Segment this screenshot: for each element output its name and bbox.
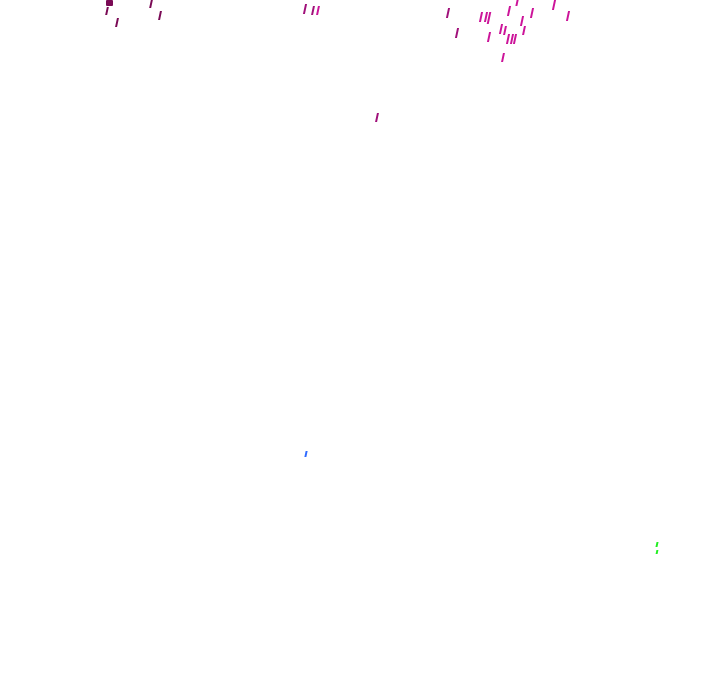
magenta-particle [302, 4, 308, 14]
magenta-particle [454, 28, 460, 38]
magenta-particle [311, 6, 315, 15]
magenta-particle [106, 0, 113, 6]
magenta-particle [506, 6, 512, 16]
magenta-particle [512, 34, 518, 44]
magenta-particle [105, 7, 109, 15]
magenta-particle [445, 8, 451, 18]
magenta-particle [486, 32, 492, 42]
magenta-particle [515, 0, 519, 6]
green-particle [655, 550, 659, 554]
blue-particle [304, 451, 308, 457]
magenta-particle [503, 26, 507, 35]
magenta-particle [478, 12, 484, 22]
magenta-particle [501, 53, 505, 62]
magenta-particle [149, 0, 153, 8]
magenta-particle [522, 26, 526, 35]
magenta-particle [565, 11, 571, 21]
magenta-particle [375, 113, 379, 122]
green-particle [655, 542, 659, 547]
magenta-particle [158, 11, 162, 20]
magenta-particle [529, 8, 535, 18]
magenta-particle [551, 0, 557, 10]
magenta-particle [316, 6, 320, 15]
magenta-particle [115, 18, 119, 27]
magenta-particle [519, 16, 525, 26]
